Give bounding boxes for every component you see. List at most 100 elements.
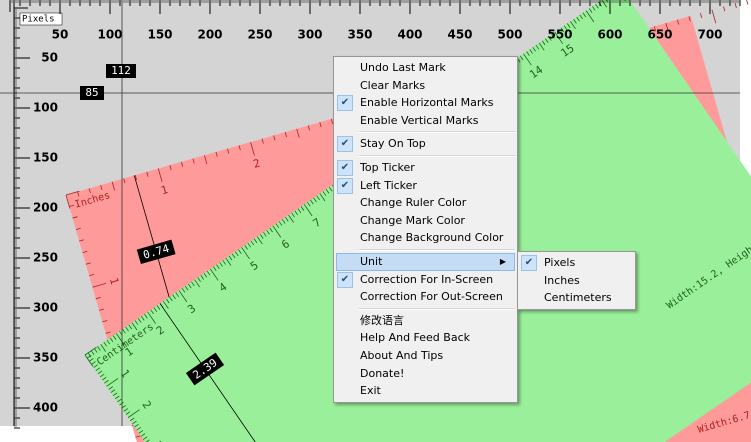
top-tick-label: 200 (197, 28, 222, 42)
ruler-tick (157, 168, 163, 183)
ruler-tick (197, 277, 201, 282)
check-icon: ✔ (521, 255, 537, 271)
menu-item[interactable]: Enable Vertical Marks (334, 112, 517, 130)
ruler-side-tick (72, 216, 78, 219)
ruler-tick (166, 298, 170, 304)
ruler-tick (582, 12, 587, 18)
top-tick-label: 450 (447, 28, 472, 42)
ruler-tick (100, 184, 103, 190)
ruler-tick (261, 138, 264, 144)
ruler-side-tick (136, 426, 142, 431)
ruler-tick (566, 23, 571, 28)
ruler-tick (203, 272, 208, 278)
ruler-side-tick (106, 378, 119, 387)
ruler-tick (216, 264, 220, 269)
ruler-tick (250, 240, 255, 246)
ruler-tick (147, 311, 156, 324)
ruler-tick (570, 21, 576, 30)
menu-item[interactable]: 修改语言 (334, 312, 517, 330)
ruler-tick (175, 292, 179, 297)
menu-item[interactable]: Donate! (334, 365, 517, 383)
menu-item[interactable]: Centimeters (518, 289, 635, 307)
ruler-mark-box (185, 352, 225, 386)
ruler-tick (180, 161, 184, 167)
menu-item[interactable]: Clear Marks (334, 77, 517, 95)
menu-item[interactable]: ✔ Pixels (518, 254, 635, 272)
menu-item[interactable]: Inches (518, 272, 635, 290)
ruler-tick (746, 0, 749, 5)
ruler-side-tick (98, 308, 104, 311)
menu-item[interactable]: Change Mark Color (334, 212, 517, 230)
menu-item[interactable]: ✔ Enable Horizontal Marks (334, 94, 517, 112)
ruler-tick (529, 49, 533, 54)
menu-item-label: 修改语言 (360, 313, 404, 327)
menu-item[interactable]: ✔ Correction For In-Screen (334, 271, 517, 289)
ruler-tick (247, 242, 252, 248)
ruler-tick (94, 348, 98, 353)
menu-item[interactable]: Change Background Color (334, 229, 517, 247)
ruler-tick (579, 14, 583, 20)
ruler-tick (604, 0, 609, 3)
ruler-tick (319, 193, 326, 202)
ruler-tick (65, 194, 71, 209)
menu-item[interactable]: About And Tips (334, 347, 517, 365)
menu-item-label: Pixels (544, 256, 576, 269)
menu-item[interactable]: Help And Feed Back (334, 329, 517, 347)
ruler-tick (281, 219, 286, 224)
ruler-tick (227, 148, 230, 154)
menu-item[interactable]: ✔ Left Ticker (334, 177, 517, 195)
check-icon: ✔ (337, 177, 353, 194)
menu-item[interactable]: Change Ruler Color (334, 194, 517, 212)
ruler-side-tick (99, 373, 105, 378)
top-tick-label: 700 (697, 28, 722, 42)
menu-item[interactable]: Correction For Out-Screen (334, 288, 517, 306)
top-tick-label: 250 (247, 28, 272, 42)
ruler-side-tick (65, 190, 80, 196)
ruler-tick (557, 29, 562, 35)
ruler-tick (535, 44, 540, 50)
menu-item[interactable]: ✔ Stay On Top (334, 135, 517, 153)
menu-item-label: Change Background Color (360, 231, 504, 245)
ruler-tick (219, 262, 223, 267)
ruler-tick (310, 199, 314, 205)
ruler-side-tick (134, 423, 139, 428)
unit-label: Pixels (22, 15, 55, 25)
menu-item[interactable]: Exit (334, 382, 517, 400)
menu-item-label: Change Mark Color (360, 213, 465, 227)
ruler-side-number: 1 (107, 276, 121, 286)
left-tick-label: 150 (33, 151, 58, 165)
vertical-mark-value: 112 (111, 64, 131, 77)
ruler-side-tick (125, 411, 131, 415)
ruler-side-tick (129, 417, 135, 422)
menu-item[interactable]: Unit ▶ (336, 252, 515, 271)
horizontal-mark-box (80, 86, 104, 100)
ruler-tick (141, 316, 145, 321)
ruler-tick (109, 337, 114, 343)
ruler-tick (169, 296, 173, 302)
ruler-side-tick (93, 364, 98, 368)
ruler-tick (545, 38, 549, 43)
ruler-tick (328, 186, 333, 192)
menu-item-label: Donate! (360, 366, 405, 380)
ruler-tick (266, 229, 270, 235)
menu-item-label: Help And Feed Back (360, 331, 470, 345)
ruler-tick (585, 10, 595, 23)
ruler-tick (325, 189, 330, 194)
horizontal-mark-value: 85 (85, 86, 98, 99)
ruler-tick (238, 145, 241, 151)
ruler-tick (284, 132, 287, 138)
vertical-mark-box (106, 64, 136, 78)
ruler-tick (84, 354, 94, 367)
menu-item-label: Unit (360, 254, 383, 268)
top-tick-label: 500 (497, 28, 522, 42)
ruler-side-tick (97, 370, 103, 375)
menu-item[interactable]: ✔ Top Ticker (334, 159, 517, 177)
left-tick-label: 200 (33, 201, 58, 215)
ruler-tick (122, 328, 126, 334)
top-tick-label: 650 (647, 28, 672, 42)
ruler-tick (192, 158, 195, 164)
top-tick-label: 350 (347, 28, 372, 42)
ruler-tick (134, 320, 139, 325)
menu-item[interactable]: Undo Last Mark (334, 59, 517, 77)
ruler-tick (700, 12, 703, 18)
